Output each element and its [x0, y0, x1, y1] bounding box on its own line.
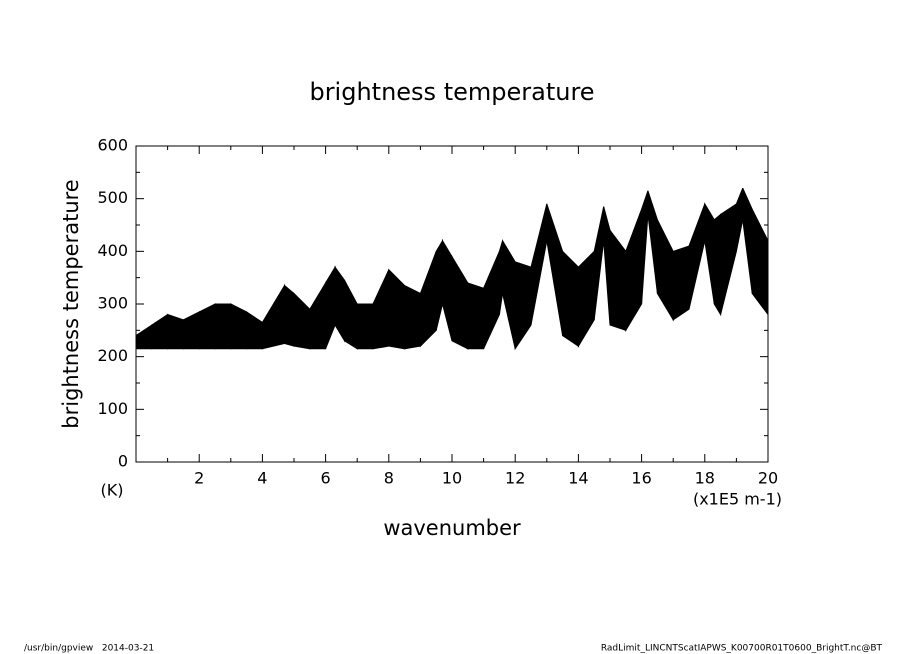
- band-segment: [246, 310, 263, 350]
- band-segment: [182, 311, 200, 350]
- y-tick-label: 200: [97, 346, 128, 365]
- y-unit: (K): [101, 481, 124, 500]
- band-segment: [603, 206, 611, 326]
- band-segment: [198, 303, 216, 350]
- band-segment: [742, 187, 753, 294]
- band-segment: [713, 213, 722, 317]
- x-tick-label: 12: [505, 469, 525, 488]
- y-tick-label: 0: [118, 452, 128, 471]
- x-tick-label: 10: [442, 469, 462, 488]
- band-segment: [609, 228, 627, 332]
- footer-left: /usr/bin/gpview 2014-03-21: [24, 644, 154, 654]
- chart-title: brightness temperature: [309, 78, 594, 106]
- band-segment: [356, 303, 374, 350]
- band-segment: [483, 251, 500, 349]
- y-tick-label: 300: [97, 294, 128, 313]
- band-segment: [625, 209, 643, 333]
- band-segment: [135, 324, 153, 350]
- band-segment: [325, 265, 336, 349]
- band-segment: [735, 187, 744, 252]
- band-segment: [261, 283, 286, 350]
- x-tick-label: 16: [631, 469, 651, 488]
- band-segment: [672, 245, 690, 321]
- band-segment: [641, 190, 649, 305]
- band-segment: [720, 202, 737, 315]
- x-tick-label: 4: [257, 469, 267, 488]
- band-segment: [419, 251, 437, 348]
- band-segment: [442, 238, 453, 341]
- x-tick-label: 6: [321, 469, 331, 488]
- y-tick-label: 600: [97, 136, 128, 155]
- band-segment: [514, 261, 532, 351]
- band-segment: [593, 206, 605, 320]
- band-segment: [546, 203, 564, 336]
- band-segment: [435, 238, 444, 331]
- band-segment: [562, 250, 579, 348]
- footer-right: RadLimit_LINCNTScatIAPWS_K00700R01T0600_…: [601, 644, 883, 654]
- band-segment: [309, 281, 327, 350]
- x-tick-label: 18: [695, 469, 715, 488]
- band-segment: [404, 284, 421, 350]
- band-segment: [214, 303, 232, 350]
- y-tick-label: 100: [97, 399, 128, 418]
- band-segment: [647, 190, 658, 294]
- x-tick-label: 2: [194, 469, 204, 488]
- y-axis-label: brightness temperature: [59, 179, 83, 428]
- band-segment: [704, 202, 715, 305]
- band-segment: [656, 219, 674, 322]
- band-segment: [467, 282, 485, 350]
- band-segment: [372, 269, 390, 350]
- y-tick-label: 400: [97, 241, 128, 260]
- band-segment: [688, 203, 706, 310]
- x-tick-label: 20: [758, 469, 778, 488]
- x-tick-label: 8: [384, 469, 394, 488]
- band-segment: [451, 254, 469, 350]
- band-segment: [577, 250, 595, 348]
- x-axis-label: wavenumber: [383, 516, 521, 540]
- band-segment: [344, 280, 358, 350]
- band-segment: [151, 313, 169, 350]
- band-segment: [293, 292, 311, 350]
- x-unit: (x1E5 m-1): [693, 490, 782, 509]
- band-segment: [230, 303, 248, 350]
- band-segment: [530, 203, 548, 326]
- band-segment: [167, 313, 184, 350]
- band-segment: [388, 268, 406, 350]
- band-segment: [284, 284, 295, 347]
- band-segment: [502, 238, 516, 349]
- x-tick-label: 14: [568, 469, 588, 488]
- y-tick-label: 500: [97, 188, 128, 207]
- band-segment: [334, 265, 346, 343]
